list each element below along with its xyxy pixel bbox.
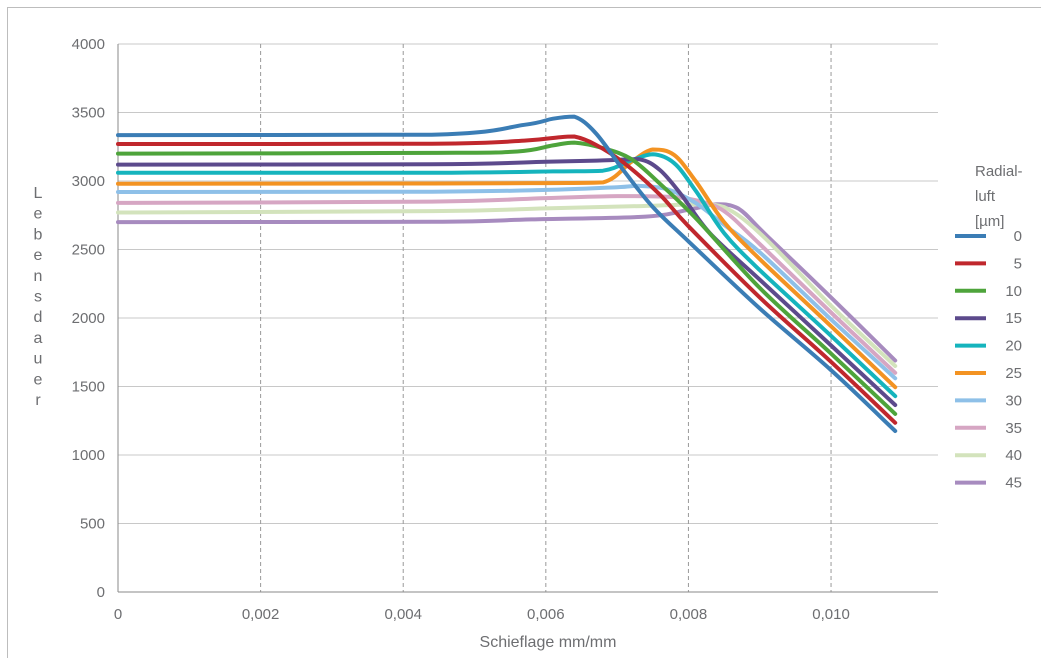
series-line-30 [116,183,898,381]
legend-title: Radial-luft [µm] [975,163,1023,230]
y-axis-title-letter: L [34,185,43,202]
y-axis-title-letter: a [34,330,43,347]
y-tick-label-0: 0 [97,584,105,601]
legend-label: 5 [1014,255,1022,272]
legend-title-line: Radial- [975,163,1023,180]
y-tick-label-8: 4000 [72,36,105,53]
y-tick-label-6: 3000 [72,173,105,190]
legend-label: 20 [1005,338,1022,355]
series-line-45 [116,202,898,363]
chart-frame [7,7,1041,658]
y-tick-label-3: 1500 [72,379,105,396]
y-axis-title-letter: e [34,247,43,264]
legend-label: 40 [1005,447,1022,464]
legend-item-35: 35 [955,420,1022,437]
x-tick-label-4: 0,008 [670,606,708,623]
y-axis-title-letter: u [34,351,43,368]
y-tick-label-5: 2500 [72,242,105,259]
y-axis-title-letter: d [34,309,43,326]
y-axis-title-letter: s [34,289,42,306]
y-tick-label-7: 3500 [72,105,105,122]
legend-label: 25 [1005,365,1022,382]
y-tick-label-1: 500 [80,516,105,533]
x-tick-labels: 0 0,002 0,004 0,006 0,008 0,010 [114,606,850,623]
legend-item-40: 40 [955,447,1022,464]
legend-item-15: 15 [955,310,1022,327]
y-tick-labels: 0 500 1000 1500 2000 2500 3000 3500 4000 [72,36,105,601]
x-axis-title: Schieflage mm/mm [480,634,617,651]
x-tick-label-3: 0,006 [527,606,565,623]
y-axis-title-letter: e [34,371,43,388]
y-axis-title-letter: b [34,226,43,243]
legend-title-line: [µm] [975,213,1004,230]
legend-item-45: 45 [955,475,1022,492]
y-axis-title-letter: n [34,268,43,285]
legend-label: 15 [1005,310,1022,327]
series-line-35 [116,194,898,375]
legend: Radial-luft [µm] 0 5 10 15 20 25 30 35 40 45 [955,163,1023,492]
series-line-25 [116,147,898,390]
x-tick-label-1: 0,002 [242,606,280,623]
series-line-5 [116,134,898,425]
x-tick-label-2: 0,004 [384,606,422,623]
legend-item-10: 10 [955,283,1022,300]
legend-label: 0 [1014,228,1022,245]
legend-item-5: 5 [955,255,1022,272]
x-tick-label-0: 0 [114,606,122,623]
series-lines [116,114,898,433]
legend-label: 30 [1005,392,1022,409]
legend-item-30: 30 [955,392,1022,409]
legend-label: 35 [1005,420,1022,437]
series-line-40 [116,202,898,368]
legend-item-0: 0 [955,228,1022,245]
legend-item-25: 25 [955,365,1022,382]
legend-items: 0 5 10 15 20 25 30 35 40 45 [955,228,1022,492]
legend-label: 45 [1005,475,1022,492]
legend-title-line: luft [975,188,996,205]
series-line-20 [116,152,898,399]
x-tick-label-5: 0,010 [812,606,850,623]
series-line-0 [116,114,898,433]
legend-label: 10 [1005,283,1022,300]
y-axis-title-letter: e [34,206,43,223]
legend-item-20: 20 [955,338,1022,355]
y-tick-label-2: 1000 [72,447,105,464]
series-line-15 [116,157,898,407]
y-tick-label-4: 2000 [72,310,105,327]
y-axis-title-letter: r [35,392,41,409]
